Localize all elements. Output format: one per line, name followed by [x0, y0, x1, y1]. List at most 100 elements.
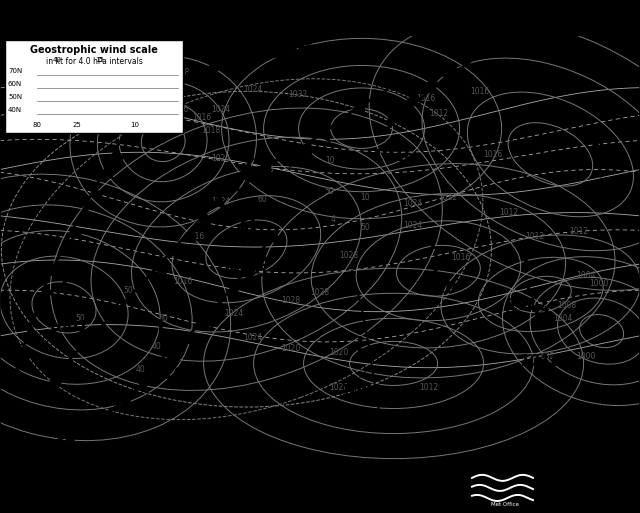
Polygon shape — [90, 187, 102, 198]
Text: 60N: 60N — [8, 82, 22, 87]
Wedge shape — [388, 112, 402, 126]
Text: 50: 50 — [123, 286, 133, 294]
Text: metoffice.gov.uk: metoffice.gov.uk — [542, 479, 612, 487]
Polygon shape — [198, 318, 210, 329]
Polygon shape — [154, 262, 166, 273]
Text: 1004: 1004 — [576, 270, 595, 280]
Polygon shape — [241, 267, 253, 279]
Text: 50: 50 — [158, 313, 168, 323]
Polygon shape — [137, 381, 148, 393]
Text: 1012: 1012 — [507, 298, 549, 313]
Text: L: L — [522, 250, 534, 270]
Polygon shape — [124, 294, 136, 306]
Polygon shape — [13, 369, 26, 379]
Text: 1000: 1000 — [576, 352, 595, 362]
Text: 1024: 1024 — [211, 198, 230, 206]
Wedge shape — [149, 98, 159, 114]
Wedge shape — [186, 70, 202, 81]
Wedge shape — [166, 82, 180, 95]
Text: 10: 10 — [360, 193, 370, 202]
Text: 1032: 1032 — [288, 90, 307, 98]
Polygon shape — [143, 90, 155, 101]
Polygon shape — [213, 196, 225, 208]
Polygon shape — [140, 278, 151, 290]
Text: 1012: 1012 — [525, 232, 544, 241]
Text: 1018: 1018 — [202, 126, 221, 135]
Wedge shape — [134, 114, 147, 125]
Wedge shape — [463, 53, 477, 66]
Text: 1010: 1010 — [414, 281, 456, 296]
Text: 1012: 1012 — [499, 208, 518, 217]
Text: 1004: 1004 — [554, 313, 573, 323]
Text: 1024: 1024 — [211, 105, 230, 114]
Polygon shape — [183, 333, 195, 345]
Polygon shape — [228, 180, 240, 191]
Text: Met Office: Met Office — [491, 502, 519, 507]
Polygon shape — [117, 103, 126, 113]
Text: 10: 10 — [324, 156, 335, 165]
Text: 1010: 1010 — [142, 367, 184, 382]
Text: L: L — [157, 319, 170, 339]
Polygon shape — [64, 358, 76, 369]
Polygon shape — [269, 232, 281, 243]
Text: 1020: 1020 — [282, 344, 301, 353]
Polygon shape — [198, 213, 211, 224]
Text: 70N: 70N — [8, 68, 22, 74]
Polygon shape — [64, 432, 74, 445]
Polygon shape — [78, 342, 90, 354]
Polygon shape — [49, 265, 61, 275]
Wedge shape — [209, 62, 224, 73]
Polygon shape — [69, 226, 82, 236]
Polygon shape — [298, 47, 310, 55]
Text: 1016: 1016 — [186, 232, 205, 241]
Text: Geostrophic wind scale: Geostrophic wind scale — [30, 45, 158, 55]
Polygon shape — [79, 84, 88, 94]
Polygon shape — [122, 129, 134, 140]
Text: 1012: 1012 — [429, 109, 448, 118]
Polygon shape — [354, 104, 365, 116]
Text: in kt for 4.0 hPa intervals: in kt for 4.0 hPa intervals — [45, 57, 143, 66]
Polygon shape — [109, 310, 121, 322]
Text: 50: 50 — [75, 313, 85, 323]
Wedge shape — [406, 96, 420, 110]
Polygon shape — [337, 116, 348, 129]
Polygon shape — [319, 129, 330, 142]
Text: 1020: 1020 — [330, 383, 349, 391]
Text: 1020: 1020 — [330, 348, 349, 357]
Text: 1000: 1000 — [589, 279, 608, 288]
Polygon shape — [27, 327, 39, 337]
Polygon shape — [84, 423, 94, 436]
Wedge shape — [96, 92, 109, 102]
Text: 1008: 1008 — [340, 384, 383, 399]
Text: 928: 928 — [175, 68, 189, 77]
Text: Forecast chart (T+84) Valid 12 UTC Mon 22 Apr 2024: Forecast chart (T+84) Valid 12 UTC Mon 2… — [3, 15, 205, 25]
Text: 40: 40 — [52, 57, 61, 63]
Polygon shape — [242, 163, 254, 174]
Polygon shape — [281, 154, 291, 167]
Text: 682: 682 — [540, 352, 554, 362]
Text: 1012: 1012 — [570, 227, 589, 236]
Text: 1028: 1028 — [310, 288, 330, 297]
Text: 1016: 1016 — [372, 149, 415, 164]
Text: 1024: 1024 — [224, 309, 243, 319]
Polygon shape — [311, 47, 323, 55]
Text: 50: 50 — [360, 223, 370, 232]
Text: 1016: 1016 — [173, 277, 192, 286]
Text: L: L — [61, 271, 74, 291]
Text: 1024: 1024 — [243, 333, 262, 342]
Text: 1016: 1016 — [470, 87, 490, 96]
Polygon shape — [227, 284, 240, 295]
Text: © Crown Copyright: © Crown Copyright — [542, 490, 623, 500]
Polygon shape — [255, 250, 268, 261]
Text: 1035: 1035 — [225, 264, 268, 279]
Text: 1028: 1028 — [282, 297, 301, 305]
Text: 1016: 1016 — [170, 105, 189, 114]
Polygon shape — [240, 170, 250, 183]
Polygon shape — [184, 229, 196, 241]
Text: L: L — [429, 233, 442, 253]
Wedge shape — [303, 45, 319, 53]
Polygon shape — [120, 397, 131, 409]
Wedge shape — [232, 55, 248, 66]
Polygon shape — [44, 442, 54, 455]
Text: 1016: 1016 — [483, 150, 502, 159]
